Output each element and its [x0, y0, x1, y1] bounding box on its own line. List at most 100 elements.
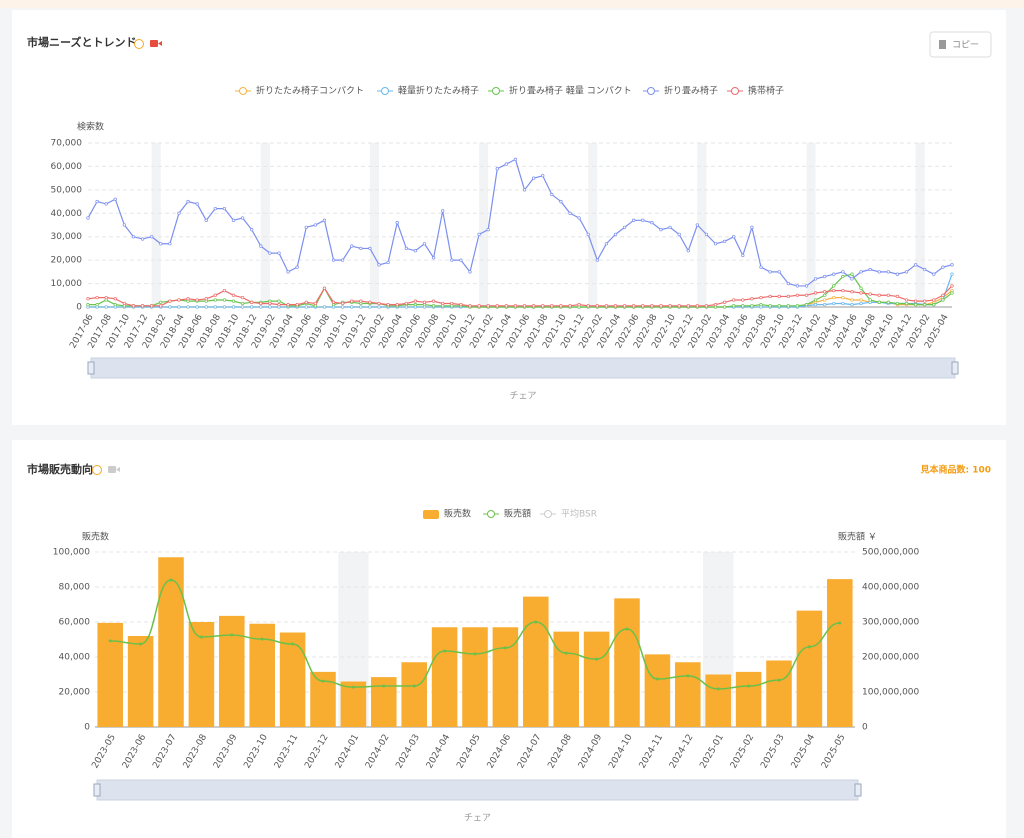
y-tick-label: 40,000 [59, 653, 91, 663]
point [377, 305, 381, 309]
point [768, 304, 772, 308]
bar [523, 596, 549, 727]
legend-label: 販売額 [504, 508, 531, 520]
point [595, 304, 599, 308]
point [186, 305, 190, 309]
slider-handle[interactable] [854, 783, 862, 797]
point [686, 674, 690, 678]
video-icon[interactable] [150, 40, 158, 47]
point [625, 627, 629, 631]
point [595, 258, 599, 262]
point [595, 657, 599, 661]
point [904, 270, 909, 274]
point [295, 303, 299, 307]
point [351, 685, 355, 689]
period-band [369, 143, 380, 307]
point [304, 300, 308, 304]
point [177, 211, 181, 215]
point [832, 272, 836, 276]
point [786, 304, 790, 308]
point [732, 298, 736, 302]
point [650, 304, 654, 308]
point [395, 221, 399, 225]
point [832, 295, 836, 300]
point [813, 303, 818, 307]
point [804, 293, 809, 297]
point [923, 303, 927, 307]
copy-icon [939, 40, 946, 49]
point [231, 293, 236, 297]
point [477, 304, 481, 308]
point [368, 246, 372, 251]
point [832, 284, 836, 288]
point [850, 303, 854, 307]
point [108, 639, 112, 643]
panel-title: 市場販売動向 [27, 462, 93, 476]
point [468, 270, 472, 274]
point [503, 646, 507, 650]
point [659, 228, 663, 232]
point [859, 286, 863, 290]
point [195, 305, 199, 309]
help-icon[interactable] [134, 39, 144, 49]
point [122, 223, 127, 227]
bar [188, 622, 215, 727]
point [850, 298, 854, 302]
period-band [915, 143, 925, 307]
point [240, 301, 245, 306]
point [395, 303, 399, 307]
point [222, 298, 227, 302]
period-band [806, 143, 816, 307]
point [377, 301, 381, 306]
point [331, 258, 336, 262]
point [950, 263, 954, 267]
point [655, 677, 659, 681]
slider-label: チェア [509, 391, 536, 402]
legend-swatch [423, 510, 439, 519]
bar [796, 610, 823, 727]
slider-handle[interactable] [87, 361, 95, 375]
bar [401, 662, 427, 727]
y-tick-label: 0 [862, 723, 868, 733]
y-tick-label: 200,000,000 [862, 653, 920, 663]
legend-label: 携帯椅子 [748, 85, 784, 97]
point [350, 244, 354, 248]
period-band [151, 143, 161, 307]
video-icon[interactable] [108, 466, 116, 473]
point [868, 292, 872, 296]
point [159, 304, 163, 308]
point [795, 304, 800, 308]
point [759, 303, 763, 307]
point [240, 216, 245, 220]
help-icon[interactable] [92, 465, 102, 475]
copy-button[interactable] [929, 31, 992, 58]
point [659, 304, 663, 308]
point [932, 272, 936, 276]
point [177, 305, 181, 309]
point [341, 305, 345, 309]
point [450, 301, 454, 306]
point [759, 295, 763, 300]
point [941, 265, 945, 269]
point [495, 304, 499, 308]
point [213, 206, 217, 211]
y-tick-label: 100,000 [53, 548, 90, 558]
bar [431, 627, 458, 727]
point [777, 294, 781, 299]
legend-label: 折り畳み椅子 軽量 コンパクト [509, 85, 632, 97]
point [886, 293, 890, 297]
point [459, 303, 463, 307]
point [277, 303, 281, 307]
slider-handle[interactable] [951, 361, 959, 375]
point [850, 290, 854, 294]
point [259, 244, 263, 248]
point [913, 303, 918, 307]
y-tick-label: 60,000 [59, 618, 91, 628]
point [459, 258, 463, 262]
bar [583, 631, 610, 727]
bar [249, 623, 275, 727]
point [768, 270, 772, 274]
point [195, 298, 199, 302]
slider-handle[interactable] [93, 783, 101, 797]
